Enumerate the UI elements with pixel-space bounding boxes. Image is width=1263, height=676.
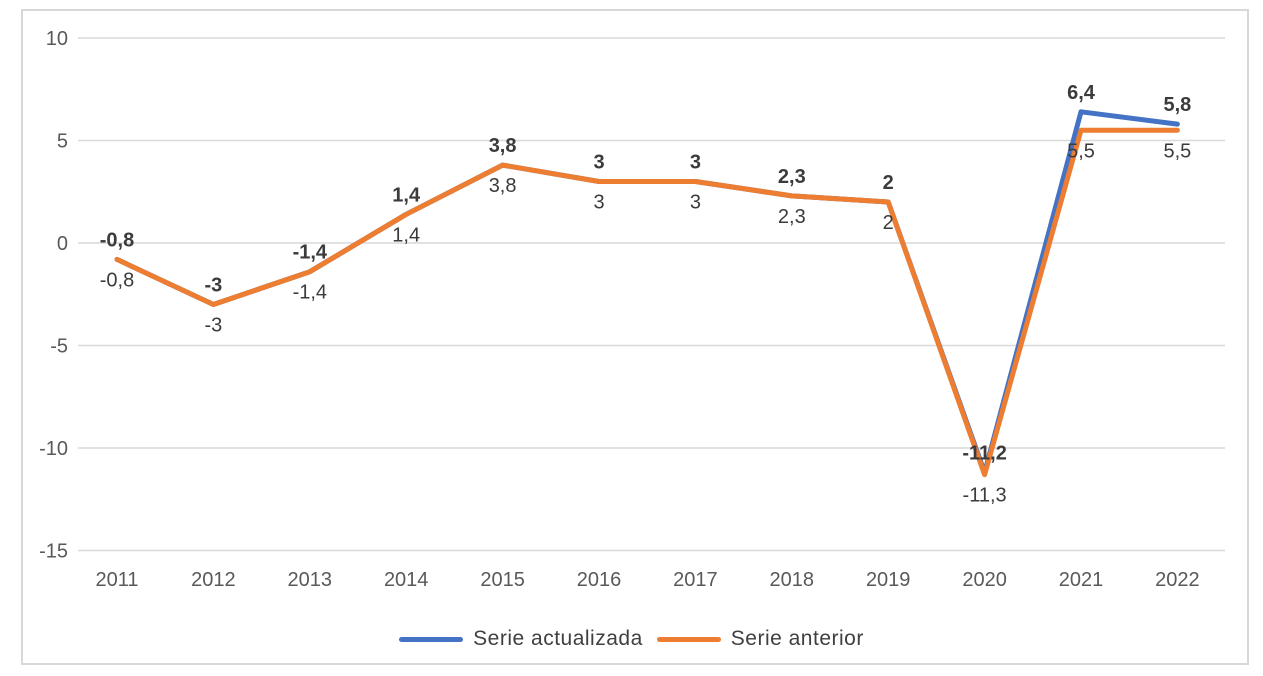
data-label: 5,8 xyxy=(1163,94,1191,116)
data-label: 3 xyxy=(690,152,701,174)
data-label: 3,8 xyxy=(489,135,517,157)
data-label: 2 xyxy=(883,172,894,194)
y-tick-label: 5 xyxy=(57,131,68,153)
x-tick-label: 2018 xyxy=(770,569,815,591)
x-tick-label: 2020 xyxy=(962,569,1007,591)
x-tick-label: 2019 xyxy=(866,569,911,591)
chart-legend: Serie actualizada Serie anterior xyxy=(0,627,1263,651)
data-label: -1,4 xyxy=(293,242,328,264)
x-tick-label: 2015 xyxy=(480,569,525,591)
data-label: 3 xyxy=(593,192,604,214)
data-label: 5,5 xyxy=(1067,140,1095,162)
data-label: -0,8 xyxy=(100,269,134,291)
data-label: 1,4 xyxy=(392,184,421,206)
x-tick-label: 2013 xyxy=(288,569,333,591)
x-tick-label: 2016 xyxy=(577,569,622,591)
data-label: 3 xyxy=(690,192,701,214)
y-tick-label: -10 xyxy=(39,438,68,460)
x-tick-label: 2011 xyxy=(95,569,138,591)
data-label: 3,8 xyxy=(489,175,517,197)
legend-label-serie-anterior: Serie anterior xyxy=(730,627,864,650)
series-line-serie-anterior xyxy=(114,127,1180,478)
data-label: -3 xyxy=(205,315,223,337)
chart-frame-border xyxy=(21,9,1249,665)
series-line-serie-actualizada xyxy=(114,109,1180,476)
x-tick-label: 2022 xyxy=(1155,569,1200,591)
x-tick-label: 2012 xyxy=(191,569,236,591)
data-label: -11,2 xyxy=(962,443,1006,465)
x-tick-label: 2014 xyxy=(384,569,429,591)
data-label: -1,4 xyxy=(293,282,327,304)
data-label: 2,3 xyxy=(778,206,806,228)
data-label: 6,4 xyxy=(1067,82,1096,104)
data-label: 3 xyxy=(593,152,604,174)
legend-swatch-orange-line-icon xyxy=(656,636,721,642)
y-tick-label: 0 xyxy=(57,233,68,255)
y-tick-label: 10 xyxy=(46,28,68,50)
data-label: -3 xyxy=(205,275,223,297)
data-label: -11,3 xyxy=(963,485,1007,507)
y-tick-label: -15 xyxy=(39,541,68,563)
data-label: -0,8 xyxy=(100,229,134,251)
legend-swatch-blue-line-icon xyxy=(399,636,464,642)
x-tick-label: 2021 xyxy=(1059,569,1104,591)
data-label: 2 xyxy=(883,212,894,234)
data-label: 2,3 xyxy=(778,166,806,188)
data-label: 5,5 xyxy=(1163,140,1191,162)
x-tick-label: 2017 xyxy=(673,569,718,591)
data-label: 1,4 xyxy=(392,224,420,246)
legend-item-serie-anterior: Serie anterior xyxy=(656,627,864,651)
legend-item-serie-actualizada: Serie actualizada xyxy=(399,627,643,651)
y-tick-label: -5 xyxy=(50,336,68,358)
legend-label-serie-actualizada: Serie actualizada xyxy=(473,627,643,650)
